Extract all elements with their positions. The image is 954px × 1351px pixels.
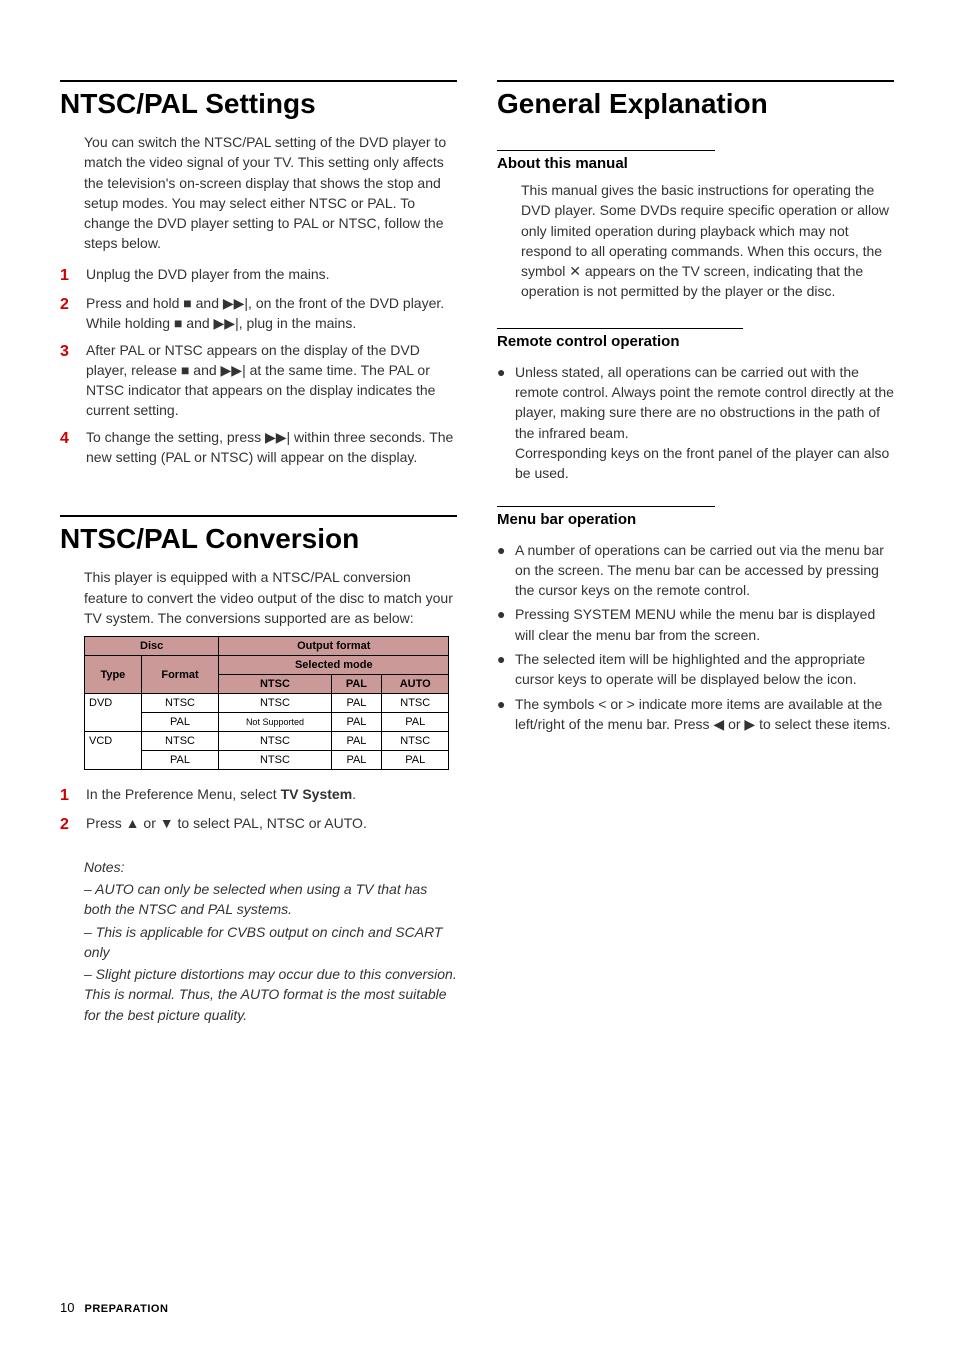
bullet-text: Unless stated, all operations can be car…	[515, 362, 894, 484]
bullets-menubar: ●A number of operations can be carried o…	[497, 540, 894, 735]
cell-ntsc: NTSC	[219, 732, 331, 751]
cell-auto: PAL	[382, 751, 449, 770]
bullet-text: The selected item will be highlighted an…	[515, 649, 894, 690]
step-text: Unplug the DVD player from the mains.	[86, 264, 330, 287]
note-item: – This is applicable for CVBS output on …	[84, 922, 457, 963]
notes-block: Notes: – AUTO can only be selected when …	[60, 857, 457, 1025]
table-header-disc: Disc	[85, 637, 219, 656]
subhead-remote-control: Remote control operation	[497, 328, 743, 350]
step-text: To change the setting, press ▶▶| within …	[86, 427, 457, 468]
step-number: 3	[60, 340, 76, 421]
step-text: Press ▲ or ▼ to select PAL, NTSC or AUTO…	[86, 813, 367, 836]
bullet-text: The symbols < or > indicate more items a…	[515, 694, 894, 735]
paragraph-conversion-intro: This player is equipped with a NTSC/PAL …	[60, 567, 457, 628]
table-header-pal: PAL	[331, 675, 382, 694]
bullet-line: Corresponding keys on the front panel of…	[515, 445, 889, 481]
cell-pal: PAL	[331, 751, 382, 770]
paragraph-ntsc-intro: You can switch the NTSC/PAL setting of t…	[60, 132, 457, 254]
bullet-icon: ●	[497, 540, 505, 601]
left-column: NTSC/PAL Settings You can switch the NTS…	[60, 80, 457, 1027]
cell-format: NTSC	[141, 694, 219, 713]
table-row: DVD NTSC NTSC PAL NTSC	[85, 694, 449, 713]
table-header-format: Format	[141, 656, 219, 694]
table-header-selected: Selected mode	[219, 656, 449, 675]
right-column: General Explanation About this manual Th…	[497, 80, 894, 1027]
step-text: In the Preference Menu, select TV System…	[86, 784, 356, 807]
table-header-auto: AUTO	[382, 675, 449, 694]
cell-ntsc: NTSC	[219, 751, 331, 770]
cell-format: NTSC	[141, 732, 219, 751]
step-number: 2	[60, 293, 76, 334]
table-row: VCD NTSC NTSC PAL NTSC	[85, 732, 449, 751]
table-header-output: Output format	[219, 637, 449, 656]
notes-label: Notes:	[84, 857, 457, 877]
step-text: After PAL or NTSC appears on the display…	[86, 340, 457, 421]
step-number: 1	[60, 264, 76, 287]
cell-ntsc: NTSC	[219, 694, 331, 713]
cell-type: DVD	[85, 694, 142, 732]
heading-general-explanation: General Explanation	[497, 80, 894, 120]
step-number: 2	[60, 813, 76, 836]
cell-auto: NTSC	[382, 732, 449, 751]
bullet-icon: ●	[497, 694, 505, 735]
steps-ntsc-settings: 1 Unplug the DVD player from the mains. 2…	[60, 264, 457, 468]
cell-format: PAL	[141, 751, 219, 770]
cell-auto: PAL	[382, 713, 449, 732]
bullet-icon: ●	[497, 362, 505, 484]
bullet-text: A number of operations can be carried ou…	[515, 540, 894, 601]
paragraph-about-manual: This manual gives the basic instructions…	[497, 180, 894, 302]
step-text-pre: In the Preference Menu, select	[86, 786, 281, 802]
cell-ntsc: Not Supported	[219, 713, 331, 732]
cell-pal: PAL	[331, 713, 382, 732]
page-number: 10	[60, 1300, 74, 1315]
cell-format: PAL	[141, 713, 219, 732]
step-text-post: .	[352, 786, 356, 802]
cell-type: VCD	[85, 732, 142, 770]
step-number: 4	[60, 427, 76, 468]
conversion-table: Disc Output format Type Format Selected …	[84, 636, 449, 770]
page-footer: 10 Preparation	[60, 1300, 168, 1315]
step-text: Press and hold ■ and ▶▶|, on the front o…	[86, 293, 457, 334]
note-item: – AUTO can only be selected when using a…	[84, 879, 457, 920]
bullet-line: Unless stated, all operations can be car…	[515, 364, 894, 441]
cell-auto: NTSC	[382, 694, 449, 713]
table-header-type: Type	[85, 656, 142, 694]
step-text-bold: TV System	[281, 786, 353, 802]
bullets-remote: ● Unless stated, all operations can be c…	[497, 362, 894, 484]
subhead-menu-bar: Menu bar operation	[497, 506, 715, 528]
subhead-about-manual: About this manual	[497, 150, 715, 172]
cell-pal: PAL	[331, 694, 382, 713]
bullet-text: Pressing SYSTEM MENU while the menu bar …	[515, 604, 894, 645]
bullet-icon: ●	[497, 649, 505, 690]
table-header-ntsc: NTSC	[219, 675, 331, 694]
heading-ntsc-pal-conversion: NTSC/PAL Conversion	[60, 515, 457, 555]
heading-ntsc-pal-settings: NTSC/PAL Settings	[60, 80, 457, 120]
bullet-icon: ●	[497, 604, 505, 645]
section-label: Preparation	[84, 1303, 168, 1315]
cell-pal: PAL	[331, 732, 382, 751]
step-number: 1	[60, 784, 76, 807]
steps-conversion: 1 In the Preference Menu, select TV Syst…	[60, 784, 457, 836]
note-item: – Slight picture distortions may occur d…	[84, 964, 457, 1025]
